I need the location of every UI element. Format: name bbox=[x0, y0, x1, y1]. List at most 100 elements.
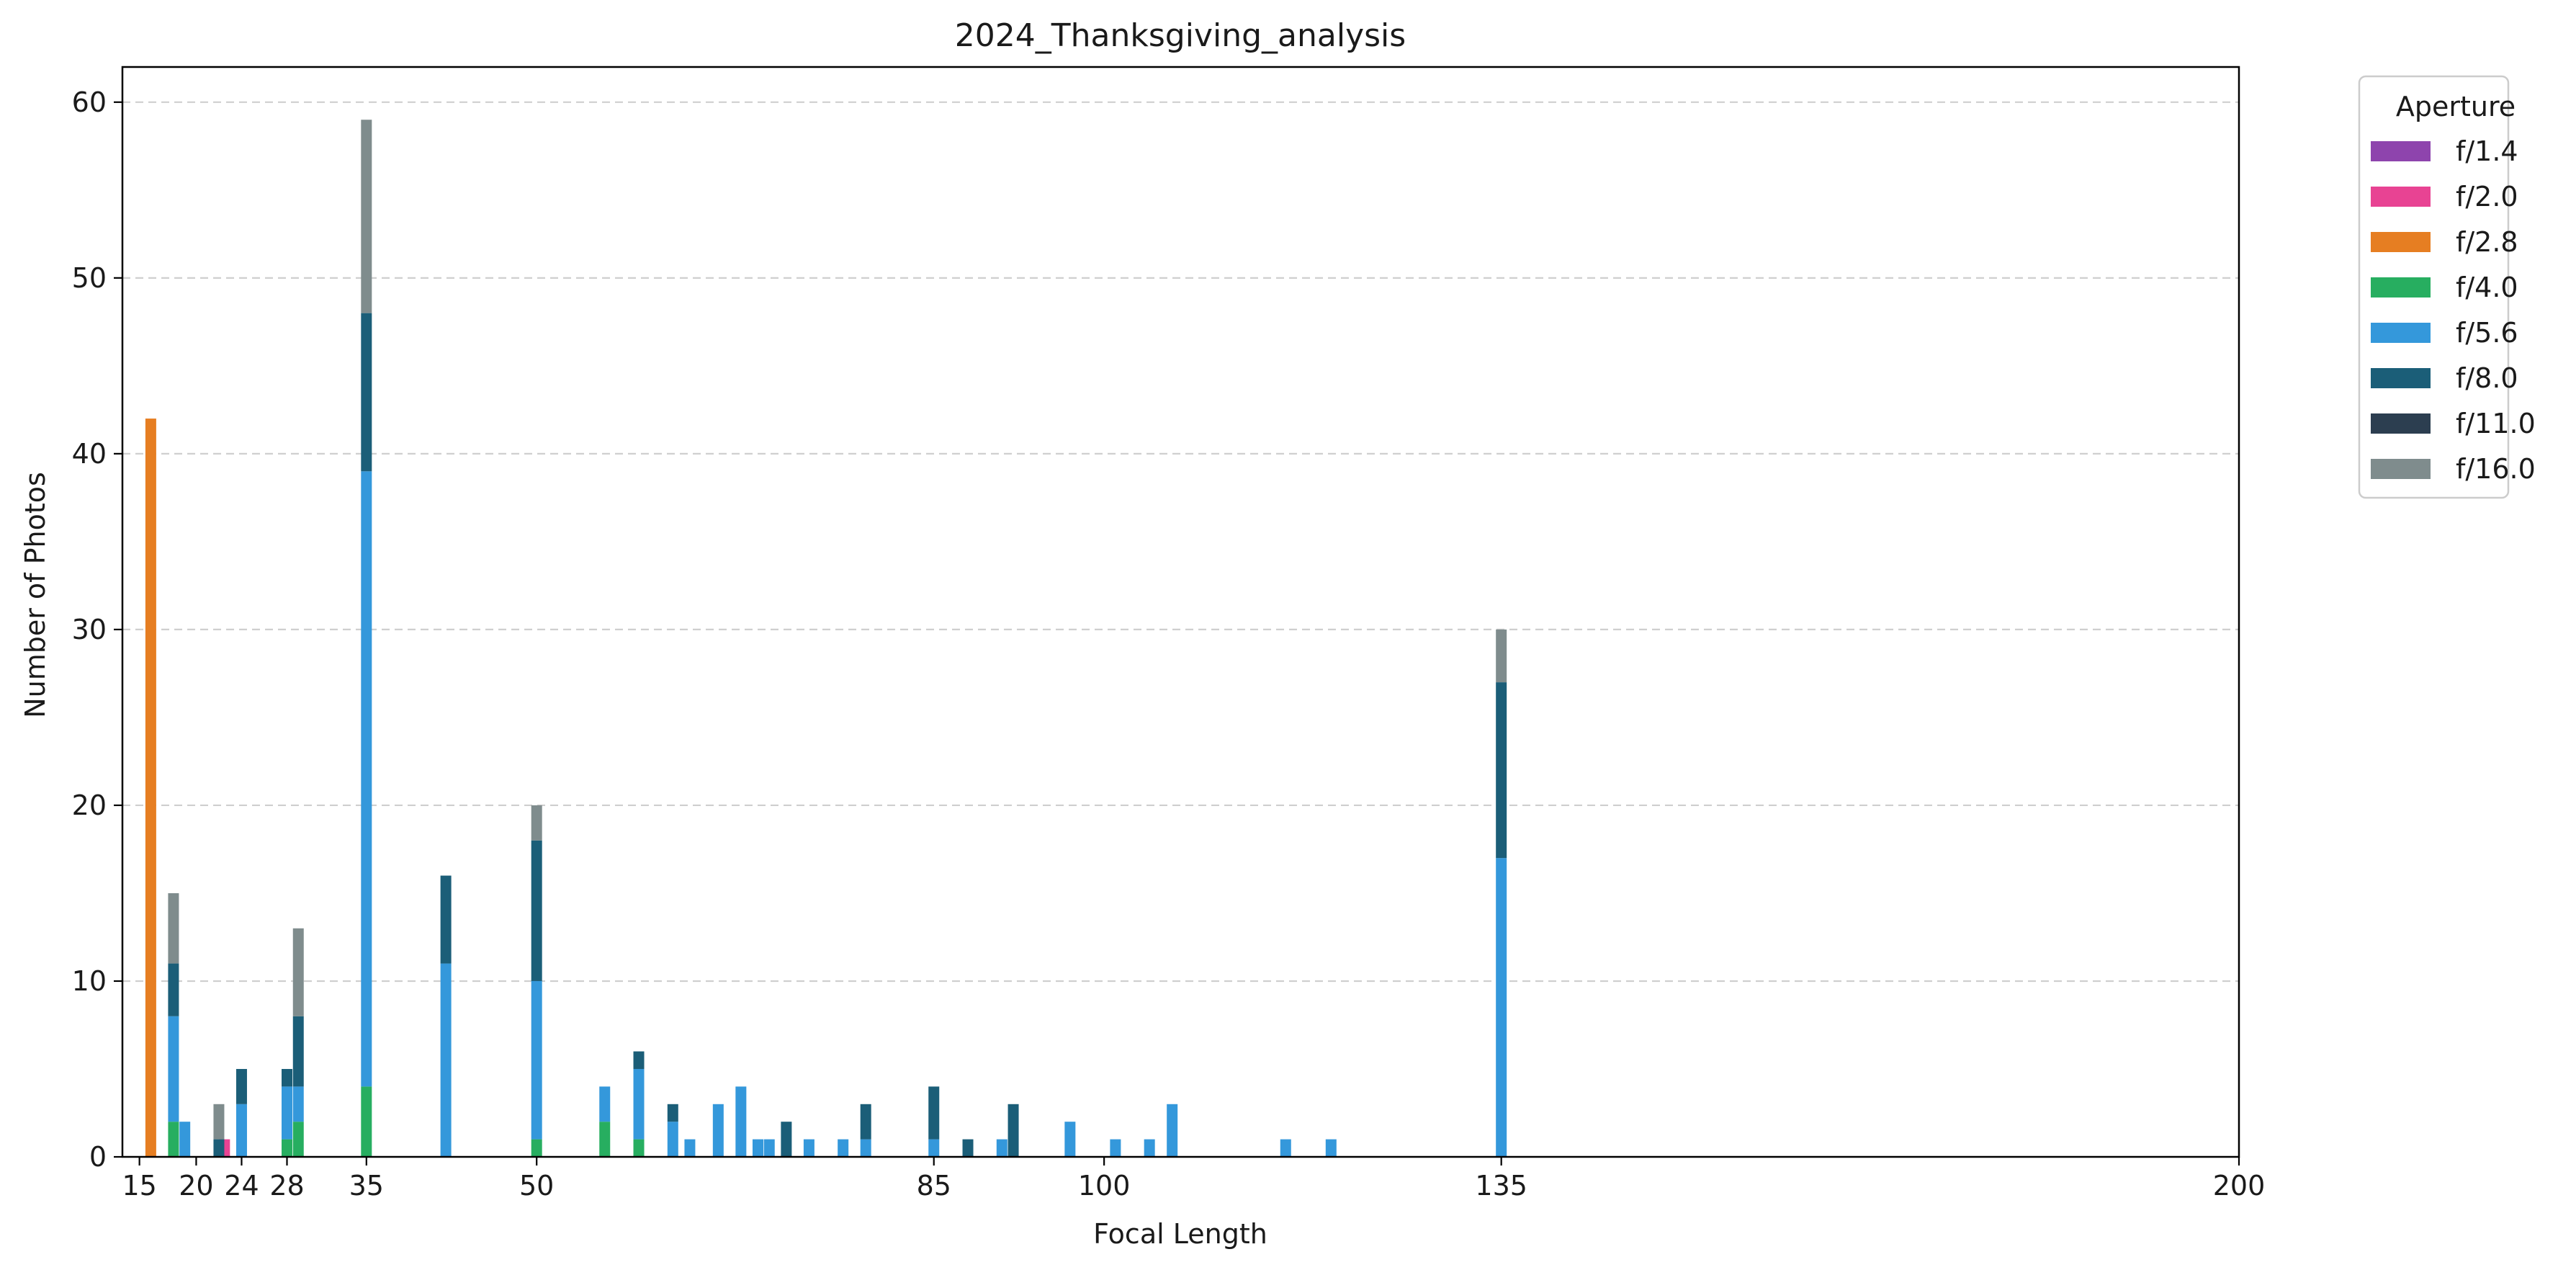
y-axis-label: Number of Photos bbox=[19, 472, 51, 718]
y-tick-label: 30 bbox=[72, 614, 107, 645]
bar-segment bbox=[361, 471, 372, 1087]
bar-segment bbox=[633, 1068, 645, 1140]
bar-segment bbox=[1496, 682, 1507, 859]
y-tick-label: 40 bbox=[72, 438, 107, 470]
bar-segment bbox=[440, 963, 452, 1157]
x-tick-label: 85 bbox=[917, 1170, 951, 1202]
legend-label: f/4.0 bbox=[2456, 272, 2518, 303]
legend-swatch bbox=[2371, 141, 2431, 161]
plot-area-frame bbox=[121, 66, 2240, 1158]
bar-segment bbox=[928, 1086, 940, 1140]
bar-segment bbox=[168, 1016, 179, 1122]
bar-segment bbox=[292, 928, 304, 1016]
bar-segment bbox=[1167, 1104, 1178, 1157]
legend-title: Aperture bbox=[2396, 91, 2516, 122]
x-tick-label: 35 bbox=[349, 1170, 384, 1202]
bar-segment bbox=[633, 1139, 645, 1157]
bars-layer bbox=[145, 120, 1507, 1158]
bar-segment bbox=[361, 313, 372, 472]
bar-segment bbox=[531, 980, 542, 1140]
bar-segment bbox=[282, 1068, 293, 1087]
bar-segment bbox=[996, 1139, 1007, 1157]
bar-segment bbox=[838, 1139, 849, 1157]
bar-segment bbox=[235, 1068, 247, 1104]
legend-label: f/2.8 bbox=[2456, 226, 2518, 258]
bar-segment bbox=[599, 1086, 611, 1122]
bar-segment bbox=[179, 1122, 191, 1157]
bar-segment bbox=[440, 875, 452, 964]
legend-swatch bbox=[2371, 368, 2431, 388]
bar-segment bbox=[1007, 1104, 1019, 1157]
bar-segment bbox=[860, 1104, 871, 1140]
bar-segment bbox=[781, 1122, 792, 1157]
bar-segment bbox=[928, 1139, 940, 1157]
legend-items: f/1.4 f/2.0 f/2.8 f/4.0 f/5.6 f/8.0 f/11.0 f/16… bbox=[2371, 135, 2536, 485]
legend-swatch bbox=[2371, 323, 2431, 343]
x-axis-label: Focal Length bbox=[1093, 1218, 1267, 1250]
legend-swatch bbox=[2371, 413, 2431, 434]
bar-segment bbox=[633, 1051, 645, 1069]
bar-segment bbox=[292, 1086, 304, 1122]
bar-segment bbox=[803, 1139, 814, 1157]
x-tick-label: 28 bbox=[269, 1170, 304, 1202]
bar-segment bbox=[531, 805, 542, 841]
legend-label: f/8.0 bbox=[2456, 362, 2518, 394]
bar-segment bbox=[1064, 1122, 1076, 1157]
bar-segment bbox=[145, 419, 156, 1158]
bar-segment bbox=[168, 963, 179, 1016]
legend-frame bbox=[2358, 75, 2510, 499]
bar-segment bbox=[213, 1104, 225, 1140]
legend-label: f/2.0 bbox=[2456, 181, 2518, 212]
chart-title: 2024_Thanksgiving_analysis bbox=[955, 17, 1406, 54]
bar-segment bbox=[361, 120, 372, 313]
bar-segment bbox=[168, 892, 179, 964]
bar-segment bbox=[361, 1086, 372, 1157]
bar-segment bbox=[1496, 629, 1507, 683]
x-tick-label: 15 bbox=[122, 1170, 156, 1202]
legend: Aperture f/1.4f/2.0f/2.8f/4.0f/5.6f/8.0f… bbox=[2358, 75, 2536, 499]
x-tick-label: 200 bbox=[2213, 1170, 2266, 1202]
bar-segment bbox=[1496, 858, 1507, 1157]
bar-segment bbox=[1144, 1139, 1155, 1157]
legend-label: f/16.0 bbox=[2456, 453, 2536, 485]
bar-segment bbox=[1110, 1139, 1121, 1157]
grid-layer bbox=[122, 101, 2239, 983]
bar-segment bbox=[752, 1139, 763, 1157]
bar-segment bbox=[282, 1086, 293, 1140]
bar-segment bbox=[667, 1104, 678, 1122]
y-tick-label: 50 bbox=[72, 262, 107, 294]
bar-segment bbox=[168, 1122, 179, 1157]
x-tick-label: 20 bbox=[179, 1170, 213, 1202]
bar-segment bbox=[763, 1139, 775, 1157]
ticks-layer: 15 20 24 28 35 50 85 100 135 200 0 10 20 30 40 50 60 bbox=[72, 86, 2266, 1202]
bar-segment bbox=[292, 1122, 304, 1157]
legend-label: f/5.6 bbox=[2456, 317, 2518, 349]
bar-segment bbox=[860, 1139, 871, 1157]
bar-segment bbox=[735, 1086, 747, 1157]
bar-segment bbox=[962, 1139, 974, 1157]
bar-segment bbox=[235, 1104, 247, 1157]
x-tick-label: 50 bbox=[519, 1170, 554, 1202]
bar-segment bbox=[684, 1139, 696, 1157]
bar-segment bbox=[712, 1104, 724, 1157]
legend-swatch bbox=[2371, 459, 2431, 479]
y-tick-label: 60 bbox=[72, 86, 107, 118]
bar-segment bbox=[531, 840, 542, 981]
bar-segment bbox=[1325, 1139, 1337, 1157]
legend-label: f/11.0 bbox=[2456, 408, 2536, 439]
legend-swatch bbox=[2371, 232, 2431, 252]
x-tick-label: 24 bbox=[224, 1170, 259, 1202]
bar-segment bbox=[1280, 1139, 1291, 1157]
bar-segment bbox=[213, 1139, 225, 1157]
y-tick-label: 10 bbox=[72, 965, 107, 997]
y-tick-label: 20 bbox=[72, 789, 107, 821]
bar-segment bbox=[292, 1016, 304, 1087]
legend-swatch bbox=[2371, 187, 2431, 207]
bar-segment bbox=[667, 1122, 678, 1157]
bar-segment bbox=[282, 1139, 293, 1157]
legend-label: f/1.4 bbox=[2456, 135, 2518, 167]
x-tick-label: 135 bbox=[1475, 1170, 1527, 1202]
x-tick-label: 100 bbox=[1078, 1170, 1131, 1202]
